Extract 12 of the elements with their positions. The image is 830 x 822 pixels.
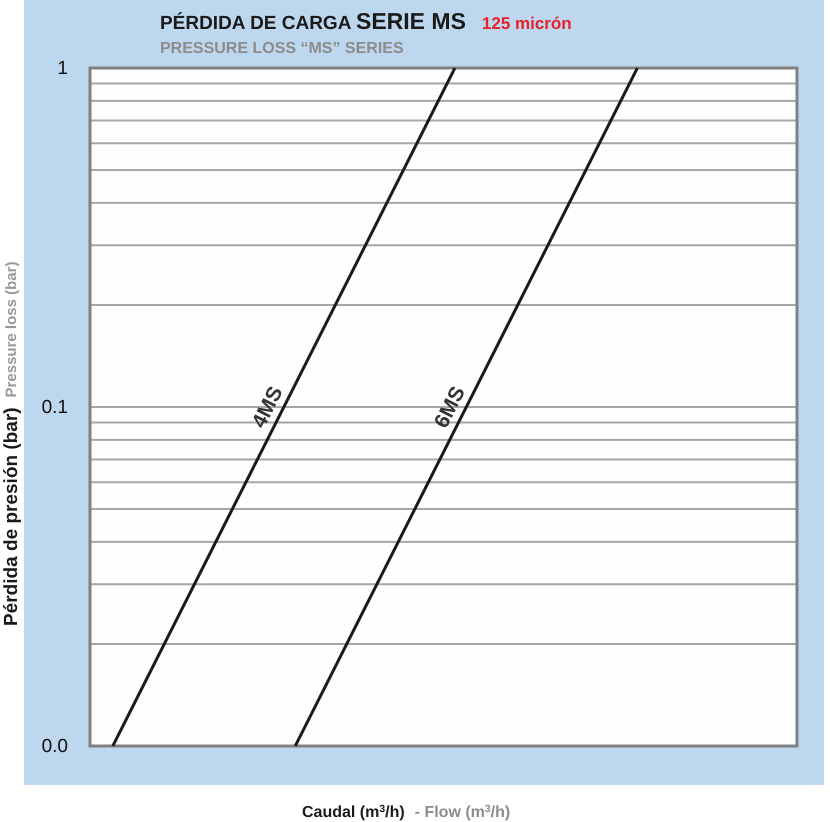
y-tick-label: 1 — [57, 58, 68, 80]
y-tick-label: 0.0 — [42, 736, 68, 758]
text: 4MS — [247, 382, 288, 432]
chart-subtitle: PRESSURE LOSS “MS” SERIES — [160, 40, 404, 57]
text: - Flow (m$^{3}$/h) — [414, 804, 510, 821]
x-axis-title: Caudal (m$^{3}$/h) — [302, 804, 405, 821]
y-tick-label: 0.1 — [42, 397, 68, 418]
text: 6MS — [430, 382, 470, 432]
y-axis-title: Pérdida de presión (bar) — [1, 407, 22, 626]
text: 125 micrón — [482, 14, 572, 33]
text: Pressure loss (bar) — [3, 262, 20, 398]
chart-title: PÉRDIDA DE CARGA SERIE MS — [160, 8, 466, 34]
